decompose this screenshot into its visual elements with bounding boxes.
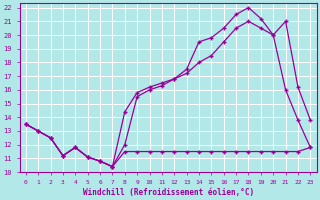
- X-axis label: Windchill (Refroidissement éolien,°C): Windchill (Refroidissement éolien,°C): [83, 188, 254, 197]
